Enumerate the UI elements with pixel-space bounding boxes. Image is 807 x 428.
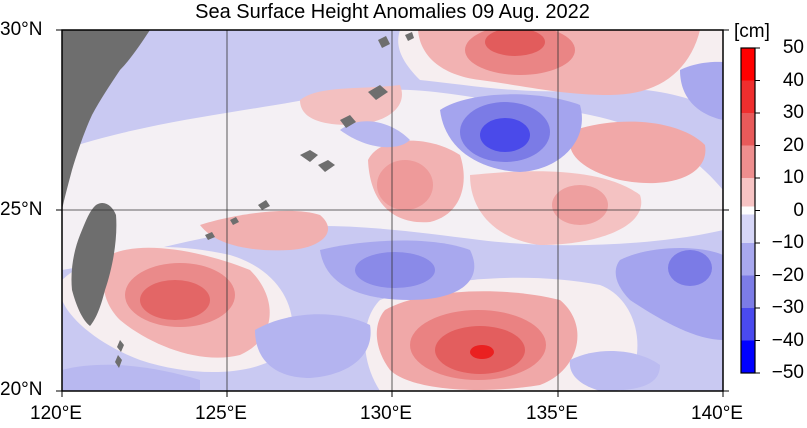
colorbar-segment (741, 80, 755, 114)
colorbar-tick-label: −30 (771, 297, 804, 318)
colorbar-segment (741, 340, 755, 374)
colorbar-tick-label: 40 (782, 69, 804, 91)
colorbar-segment (741, 178, 755, 211)
lon-tick-label: 120°E (30, 403, 82, 424)
colorbar-tick-label: 50 (782, 37, 804, 58)
lon-tick-label: 140°E (691, 403, 743, 424)
colorbar-segment (741, 308, 755, 341)
lat-tick-label: 30°N (0, 19, 43, 40)
colorbar-tick-label: −50 (771, 362, 804, 383)
colorbar-segment (741, 275, 755, 309)
colorbar-tick-label: −20 (771, 264, 804, 286)
colorbar-segment (741, 113, 755, 146)
frame-ticks (56, 29, 729, 397)
lon-tick-label: 130°E (360, 403, 412, 424)
chart-title: Sea Surface Height Anomalies 09 Aug. 202… (195, 1, 590, 23)
colorbar-tick-label: 30 (782, 102, 804, 123)
lat-tick-label: 25°N (0, 199, 43, 220)
colorbar-tick-label: 10 (782, 167, 804, 188)
lat-tick-label: 20°N (0, 379, 43, 400)
colorbar-segment (741, 48, 755, 81)
colorbar-unit-label: [cm] (734, 21, 770, 42)
colorbar-segment (741, 243, 755, 276)
lon-tick-label: 125°E (195, 403, 247, 424)
colorbar-segment (741, 210, 755, 244)
colorbar-segment (741, 145, 755, 179)
land-masses (62, 30, 414, 368)
colorbar-tick-label: −10 (771, 232, 804, 253)
colorbar-tick-label: −40 (771, 329, 804, 351)
gridlines (62, 30, 723, 391)
taiwan-island (71, 203, 117, 326)
lon-tick-label: 135°E (526, 403, 578, 424)
colorbar-tick-label: 0 (793, 199, 804, 221)
colorbar-segment (741, 206, 755, 215)
colorbar-tick-label: 20 (782, 134, 804, 156)
